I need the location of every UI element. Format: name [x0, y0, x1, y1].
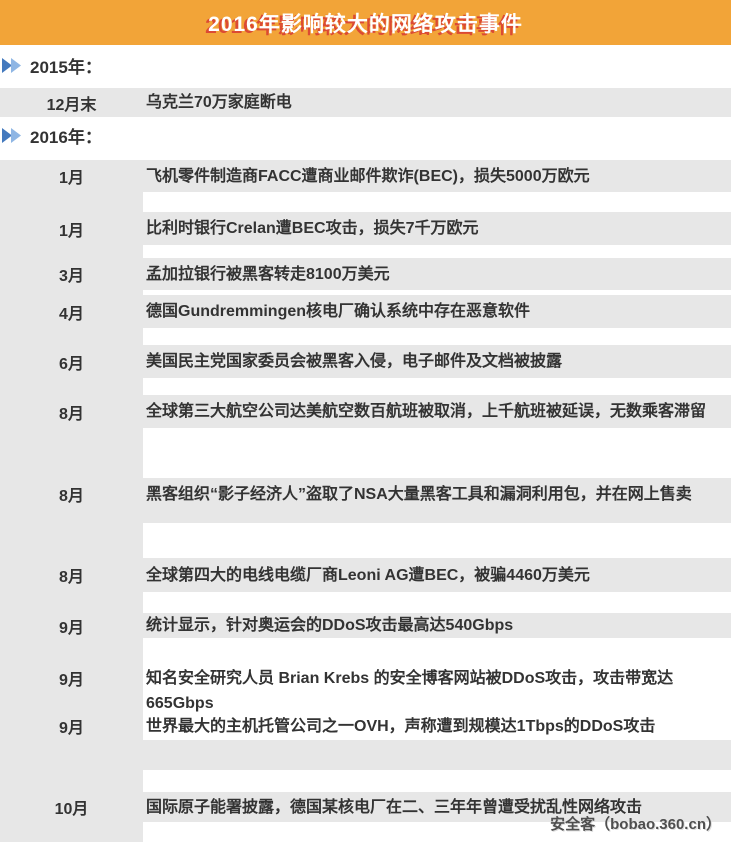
row-gap: [0, 378, 731, 395]
event-desc: 孟加拉银行被黑客转走8100万美元: [143, 258, 731, 290]
event-desc: 全球第四大的电线电缆厂商Leoni AG遭BEC，被骗4460万美元: [143, 558, 731, 592]
empty-gray-band: [0, 740, 731, 770]
title-bar: 2016年影响较大的网络攻击事件: [0, 0, 731, 45]
event-month: 1月: [0, 212, 143, 245]
event-month: 3月: [0, 258, 143, 290]
spacer: [0, 77, 731, 88]
row-gap: [0, 328, 731, 345]
event-row: 10月 国际原子能署披露，德国某核电厂在二、三年年曾遭受扰乱性网络攻击: [0, 792, 731, 822]
event-month: 6月: [0, 345, 143, 378]
event-desc: 比利时银行Crelan遭BEC攻击，损失7千万欧元: [143, 212, 731, 245]
event-desc: 美国民主党国家委员会被黑客入侵，电子邮件及文档被披露: [143, 345, 731, 378]
event-desc: 乌克兰70万家庭断电: [143, 88, 731, 117]
event-desc: 黑客组织“影子经济人”盗取了NSA大量黑客工具和漏洞利用包，并在网上售卖: [143, 478, 731, 523]
event-desc: 知名安全研究人员 Brian Krebs 的安全博客网站被DDoS攻击，攻击带宽…: [143, 662, 731, 712]
event-row: 1月 飞机零件制造商FACC遭商业邮件欺诈(BEC)，损失5000万欧元: [0, 160, 731, 192]
event-desc: 德国Gundremmingen核电厂确认系统中存在恶意软件: [143, 295, 731, 328]
row-gap: [0, 592, 731, 613]
event-desc: 统计显示，针对奥运会的DDoS攻击最高达540Gbps: [143, 613, 731, 638]
event-row: 3月 孟加拉银行被黑客转走8100万美元: [0, 258, 731, 290]
section-label: 2015年：: [30, 57, 102, 77]
event-row: 9月 世界最大的主机托管公司之一OVH，声称遭到规模达1Tbps的DDoS攻击: [0, 712, 731, 740]
event-row: 9月 知名安全研究人员 Brian Krebs 的安全博客网站被DDoS攻击，攻…: [0, 662, 731, 712]
event-desc: 全球第三大航空公司达美航空数百航班被取消，上千航班被延误，无数乘客滞留: [143, 395, 731, 428]
event-row: 9月 统计显示，针对奥运会的DDoS攻击最高达540Gbps: [0, 613, 731, 638]
event-month: 8月: [0, 395, 143, 428]
event-month: 1月: [0, 160, 143, 192]
event-month: 12月末: [0, 88, 143, 117]
row-gap: [0, 822, 731, 842]
section-header-2016: 2016年：: [0, 123, 731, 147]
event-desc: 飞机零件制造商FACC遭商业邮件欺诈(BEC)，损失5000万欧元: [143, 160, 731, 192]
double-triangle-icon: [2, 127, 25, 143]
row-gap: [0, 290, 731, 295]
event-row: 8月 全球第三大航空公司达美航空数百航班被取消，上千航班被延误，无数乘客滞留: [0, 395, 731, 428]
event-month: 9月: [0, 662, 143, 712]
row-gap: [0, 428, 731, 478]
event-month: 4月: [0, 295, 143, 328]
row-gap: [0, 770, 731, 792]
event-row: 8月 全球第四大的电线电缆厂商Leoni AG遭BEC，被骗4460万美元: [0, 558, 731, 592]
spacer: [0, 117, 731, 123]
row-gap: [0, 192, 731, 212]
event-month: 9月: [0, 712, 143, 740]
event-desc: 世界最大的主机托管公司之一OVH，声称遭到规模达1Tbps的DDoS攻击: [143, 712, 731, 740]
event-row: 1月 比利时银行Crelan遭BEC攻击，损失7千万欧元: [0, 212, 731, 245]
spacer: [0, 147, 731, 160]
event-month: 8月: [0, 558, 143, 592]
row-gap: [0, 638, 731, 662]
event-row: 4月 德国Gundremmingen核电厂确认系统中存在恶意软件: [0, 295, 731, 328]
double-triangle-icon: [2, 57, 25, 73]
row-gap: [0, 523, 731, 558]
event-row: 8月 黑客组织“影子经济人”盗取了NSA大量黑客工具和漏洞利用包，并在网上售卖: [0, 478, 731, 523]
page-title: 2016年影响较大的网络攻击事件: [208, 12, 523, 36]
row-gap: [0, 245, 731, 258]
event-month: 9月: [0, 613, 143, 638]
section-header-2015: 2015年：: [0, 53, 731, 77]
event-desc: 国际原子能署披露，德国某核电厂在二、三年年曾遭受扰乱性网络攻击: [143, 792, 731, 822]
event-row: 12月末 乌克兰70万家庭断电: [0, 88, 731, 117]
spacer: [0, 45, 731, 53]
section-label: 2016年：: [30, 127, 102, 147]
site-watermark: 安全客（bobao.360.cn）: [550, 816, 721, 833]
event-month: 10月: [0, 792, 143, 822]
event-row: 6月 美国民主党国家委员会被黑客入侵，电子邮件及文档被披露: [0, 345, 731, 378]
event-month: 8月: [0, 478, 143, 523]
